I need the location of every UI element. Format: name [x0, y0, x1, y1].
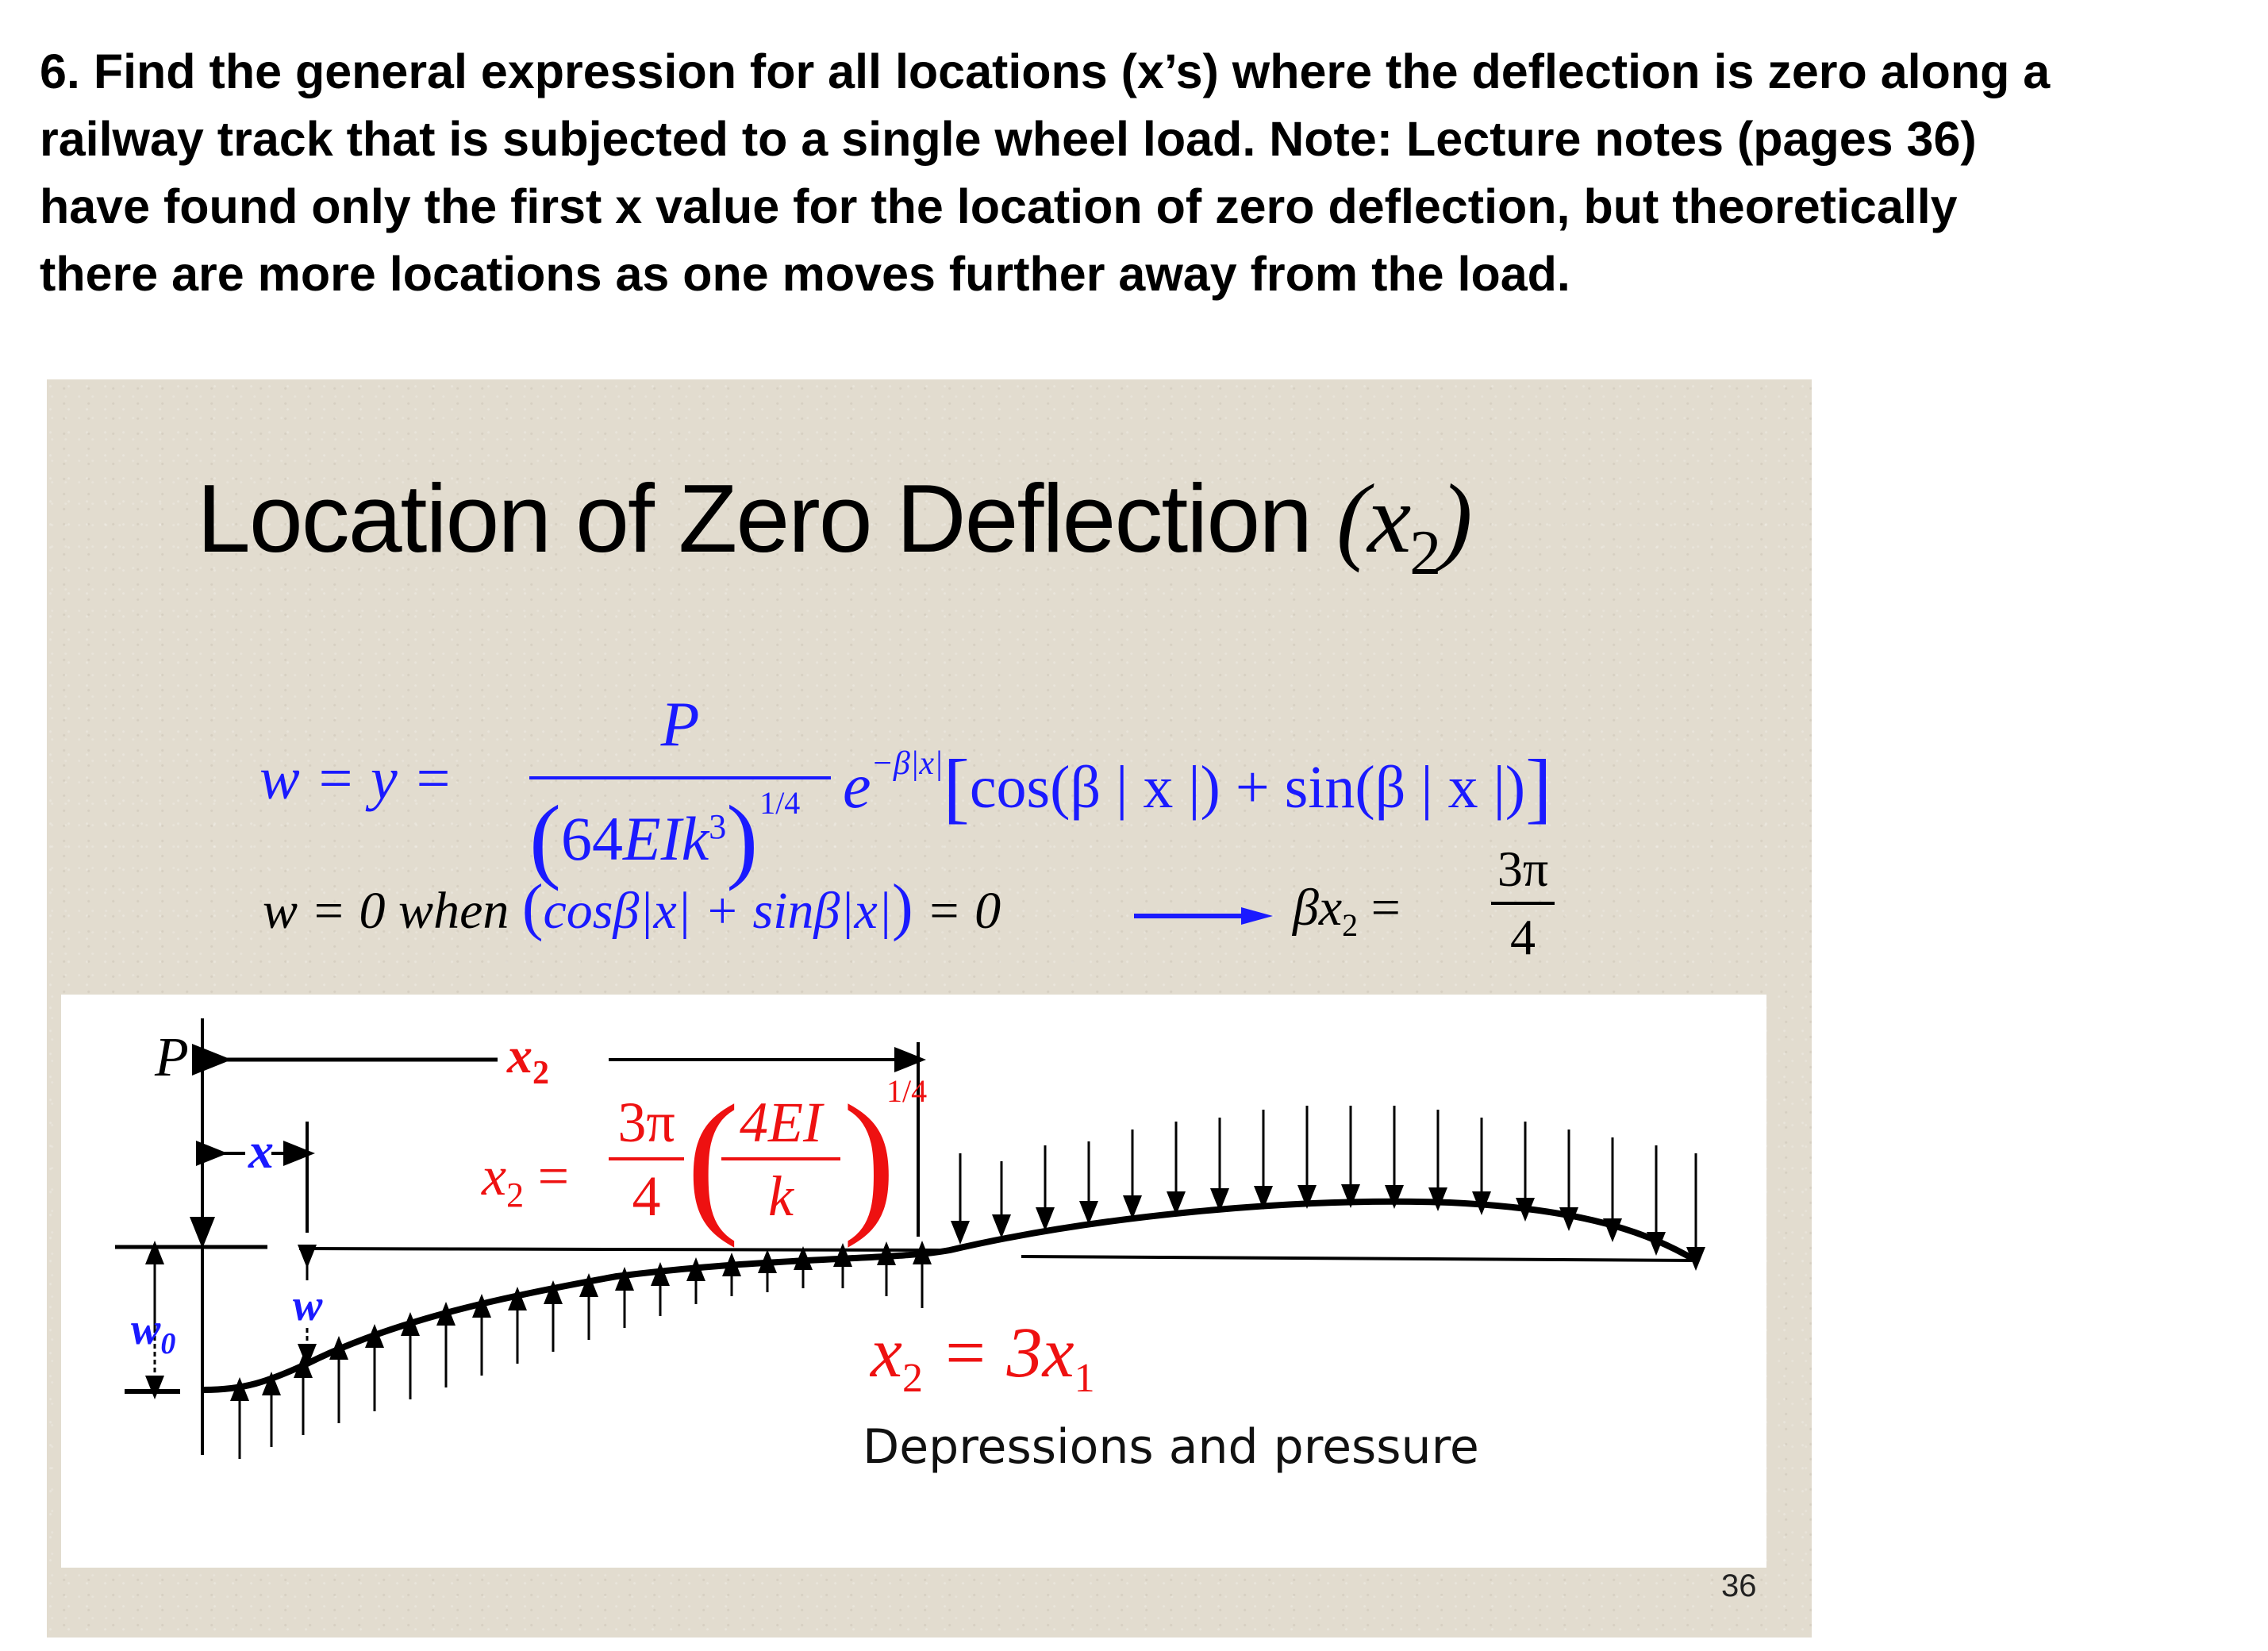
eq1-outer-power: 1/4	[759, 785, 801, 821]
label-w0-var: w	[131, 1305, 161, 1354]
title-sub: 2	[1409, 518, 1441, 588]
x2-left-paren: (	[686, 1073, 740, 1249]
title-var: x	[1367, 464, 1411, 573]
x2-frac1-bar	[609, 1157, 684, 1160]
relation-rhs-sub: 1	[1074, 1356, 1095, 1401]
implies-arrow-icon	[1134, 907, 1273, 925]
eq2-condition-text: cosβ|x| + sinβ|x|	[543, 882, 892, 940]
question-line-1: 6. Find the general expression for all l…	[40, 44, 2051, 98]
label-x2-sub: 2	[532, 1054, 549, 1091]
eq1-exp-base: e	[843, 752, 871, 822]
x2-formula-sub: 2	[506, 1176, 525, 1214]
eq1-lhs: w = y =	[259, 745, 453, 812]
relation-lhs: x	[871, 1314, 902, 1392]
eq2-result-fraction: 3π 4	[1491, 840, 1555, 967]
eq2-result-sub: 2	[1342, 907, 1359, 944]
x2-frac2-bar	[721, 1157, 840, 1160]
deflection-drawing	[115, 1018, 1705, 1459]
eq2-result-var: βx	[1293, 879, 1343, 937]
slide-title-text: Location of Zero Deflection	[197, 464, 1336, 572]
relation-mid: = 3x	[922, 1314, 1074, 1392]
x2-equals-3x1: x2 = 3x1	[871, 1312, 1095, 1402]
eq1-den-coeff: 64	[560, 804, 623, 873]
eq1-den-vars: EIk	[622, 804, 709, 873]
x2-formula-frac2: 4EI k	[721, 1090, 840, 1230]
zero-condition-equation: w = 0 when (cosβ|x| + sinβ|x|) = 0	[263, 872, 1001, 944]
eq2-prefix: w = 0 when	[263, 882, 522, 940]
label-x: x	[248, 1122, 274, 1179]
eq1-den-exp: 3	[709, 807, 727, 846]
x2-formula-frac1: 3π 4	[609, 1090, 684, 1230]
x2-formula-eq: =	[524, 1146, 570, 1207]
label-x2-dimension: x2	[507, 1026, 549, 1092]
question-line-3: have found only the first x value for th…	[40, 179, 1958, 233]
x2-frac2-den: k	[768, 1164, 794, 1228]
slide-page-number: 36	[1721, 1568, 1757, 1603]
x2-formula-power: 1/4	[886, 1073, 928, 1109]
slide-title: Location of Zero Deflection (x2)	[197, 463, 1473, 590]
x2-formula: x2 = 3π 4 ( 4EI k ) 1/4	[482, 1073, 927, 1264]
x2-formula-lhs: x2 =	[482, 1145, 569, 1215]
eq1-numerator: P	[660, 690, 700, 760]
eq2-result-den: 4	[1510, 909, 1536, 965]
x2-right-paren: )	[843, 1073, 896, 1249]
eq1-fraction-bar	[529, 776, 831, 779]
eq1-exp-power: −β|x|	[871, 745, 944, 782]
diagram-caption: Depressions and pressure	[863, 1419, 1479, 1475]
eq1-rhs: e−β|x|[cos(β | x |) + sin(β | x |)]	[843, 743, 1552, 831]
question-line-4: there are more locations as one moves fu…	[40, 247, 1570, 301]
eq1-fraction: P (64EIk3)1/4	[529, 690, 831, 891]
eq2-condition: (cosβ|x| + sinβ|x|)	[521, 872, 913, 942]
eq2-suffix: = 0	[913, 882, 1001, 940]
x2-frac1-num: 3π	[617, 1091, 675, 1154]
label-w: w	[293, 1281, 323, 1330]
slide-title-math: (x2)	[1336, 464, 1473, 588]
label-x2-var: x	[507, 1027, 532, 1083]
x2-frac1-den: 4	[632, 1164, 661, 1228]
eq2-result-num: 3π	[1497, 841, 1549, 897]
eq1-denominator: (64EIk3)1/4	[529, 785, 801, 891]
lecture-slide: Location of Zero Deflection (x2) w = y =…	[47, 379, 1812, 1638]
eq2-result-lhs: βx2 =	[1293, 878, 1401, 944]
question-text: 6. Find the general expression for all l…	[40, 38, 2246, 308]
label-w0-sub: 0	[160, 1327, 176, 1361]
x2-formula-var: x	[482, 1146, 507, 1207]
relation-lhs-sub: 2	[901, 1356, 923, 1401]
x2-frac2-num: 4EI	[740, 1091, 822, 1154]
eq2-result-eq: =	[1358, 879, 1401, 937]
label-load-P: P	[155, 1027, 189, 1088]
track-deflection-diagram: P x2 x w w0 x2 = 3π 4 ( 4EI k ) 1/4 x2 =…	[61, 995, 1766, 1568]
label-w0: w0	[131, 1304, 175, 1361]
question-line-2: railway track that is subjected to a sin…	[40, 112, 1977, 166]
eq1-bracket-content: cos(β | x |) + sin(β | x |)	[969, 754, 1526, 821]
eq2-result-bar	[1491, 902, 1555, 905]
